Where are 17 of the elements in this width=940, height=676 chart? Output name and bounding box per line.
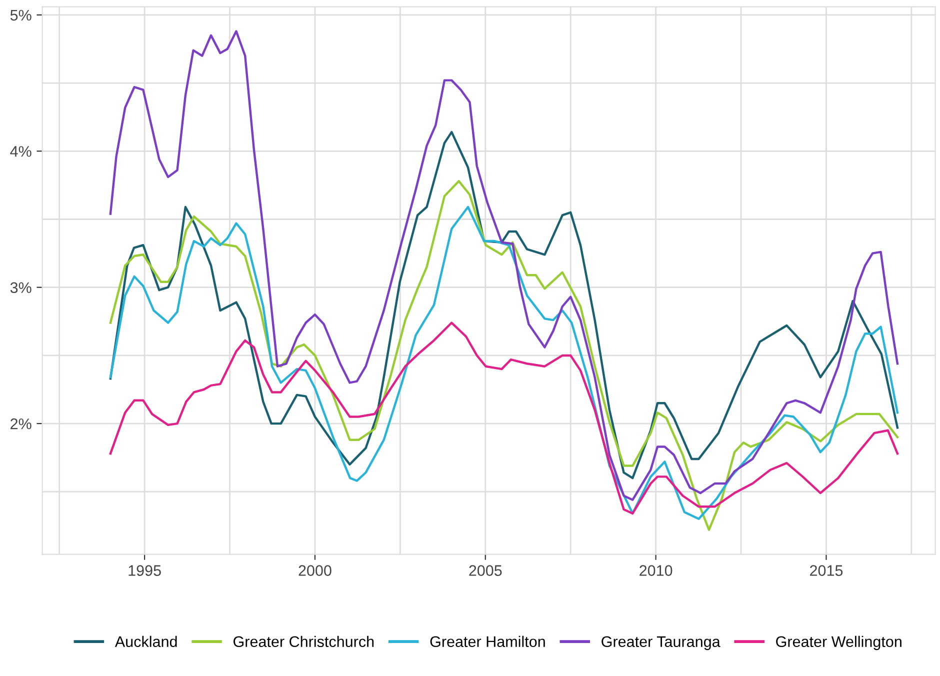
y-tick-label: 4% [10,146,32,157]
legend-label: Auckland [114,636,177,648]
legend-label: Greater Tauranga [602,636,720,650]
y-tick-label: 2% [10,418,32,430]
line-series [109,130,899,480]
y-tick-label: 5% [10,10,32,21]
line-series [109,30,899,501]
x-tick-label: 2000 [298,565,332,576]
x-tick-label: 2005 [469,565,502,576]
x-tick-label: 1995 [128,565,161,576]
x-tick-label: 2010 [640,565,672,576]
legend-label: Greater Wellington [776,636,902,650]
x-tick-label: 2015 [810,565,843,576]
y-tick-label: 3% [10,282,32,294]
legend-label: Greater Hamilton [430,636,545,648]
legend-label: Greater Christchurch [234,636,374,648]
line-series [109,322,899,515]
